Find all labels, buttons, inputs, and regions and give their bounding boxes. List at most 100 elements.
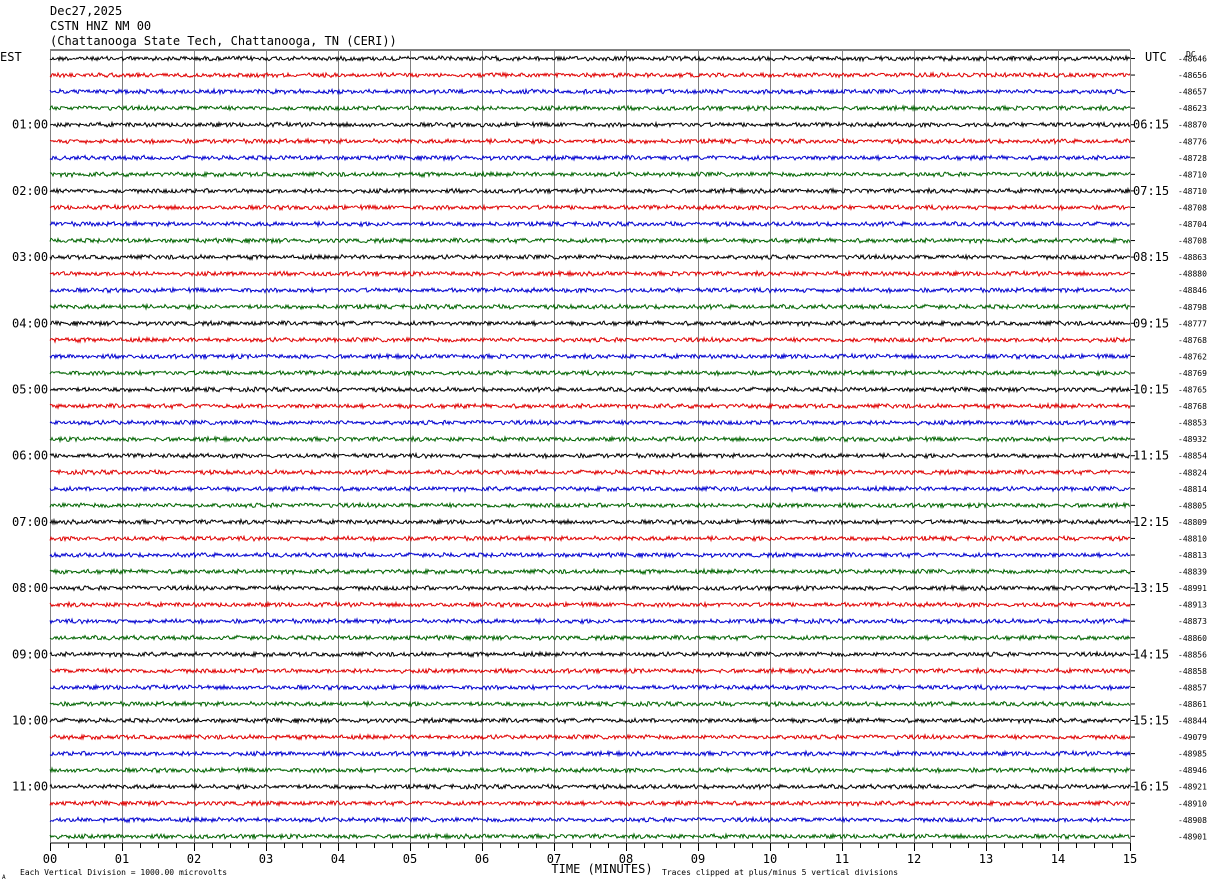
seismogram-trace — [49, 517, 1131, 526]
dc-offset-label: -48908 — [1178, 816, 1207, 825]
left-hour-label: 07:00 — [12, 515, 48, 529]
seismogram-trace — [49, 219, 1131, 228]
seismogram-trace — [49, 567, 1131, 576]
right-hour-label: 13:15 — [1133, 581, 1169, 595]
x-tick-label: 02 — [187, 852, 201, 866]
x-tick-label: 07 — [547, 852, 561, 866]
x-tick-label: 12 — [907, 852, 921, 866]
header-station: CSTN HNZ NM 00 — [50, 19, 152, 33]
right-hour-label: 07:15 — [1133, 184, 1169, 198]
dc-offset-label: -48839 — [1178, 568, 1207, 577]
x-tick-label: 09 — [691, 852, 705, 866]
seismogram-trace — [49, 600, 1131, 609]
dc-offset-label: -48805 — [1178, 501, 1207, 510]
dc-offset-label: -48858 — [1178, 667, 1207, 676]
seismogram-trace — [49, 732, 1131, 741]
dc-offset-label: -48880 — [1178, 270, 1207, 279]
scale-note: Each Vertical Division = 1000.00 microvo… — [20, 868, 227, 877]
x-tick-label: 01 — [115, 852, 129, 866]
dc-offset-label: -48708 — [1178, 203, 1207, 212]
seismogram-trace — [49, 832, 1131, 841]
seismogram-trace — [49, 120, 1131, 129]
left-timezone-label: EST — [0, 50, 22, 64]
dc-offset-label: -48824 — [1178, 468, 1207, 477]
dc-offset-label: -48873 — [1178, 617, 1207, 626]
seismogram-trace — [49, 252, 1131, 261]
seismogram-trace — [49, 468, 1131, 477]
dc-offset-label: -48762 — [1178, 352, 1207, 361]
seismogram-trace — [49, 435, 1131, 444]
dc-offset-label: -48768 — [1178, 402, 1207, 411]
x-tick-label: 04 — [331, 852, 345, 866]
seismogram-trace — [49, 551, 1131, 560]
seismogram-trace — [49, 683, 1131, 692]
dc-offset-label: -48861 — [1178, 700, 1207, 709]
seismogram-trace — [49, 501, 1131, 510]
dc-offset-label: -48814 — [1178, 485, 1207, 494]
clip-note: Traces clipped at plus/minus 5 vertical … — [662, 868, 898, 877]
seismogram-trace — [49, 617, 1131, 626]
right-hour-label: 15:15 — [1133, 714, 1169, 728]
dc-offset-label: -48704 — [1178, 220, 1207, 229]
dc-offset-label: -48913 — [1178, 601, 1207, 610]
right-hour-label: 06:15 — [1133, 118, 1169, 132]
seismogram-trace — [49, 104, 1131, 113]
dc-offset-label: -48710 — [1178, 187, 1207, 196]
seismogram-trace — [49, 302, 1131, 311]
seismogram-trace — [49, 749, 1131, 758]
left-hour-label: 06:00 — [12, 449, 48, 463]
seismogram-trace — [49, 666, 1131, 675]
right-timezone-label: UTC — [1145, 50, 1167, 64]
seismogram-trace — [49, 335, 1131, 344]
right-hour-label: 14:15 — [1133, 647, 1169, 661]
dc-offset-label: -49079 — [1178, 733, 1207, 742]
left-hour-label: 11:00 — [12, 780, 48, 794]
x-tick-label: 03 — [259, 852, 273, 866]
seismogram-trace — [49, 352, 1131, 361]
dc-offset-label: -48623 — [1178, 104, 1207, 113]
right-hour-label: 16:15 — [1133, 780, 1169, 794]
left-hour-label: 05:00 — [12, 383, 48, 397]
x-tick-label: 15 — [1123, 852, 1137, 866]
dc-offset-label: -48932 — [1178, 435, 1207, 444]
seismogram-trace — [49, 815, 1131, 824]
trace-group — [49, 54, 1131, 841]
dc-offset-label: -48901 — [1178, 832, 1207, 841]
dc-offset-label: -48810 — [1178, 534, 1207, 543]
dc-offset-label: -48710 — [1178, 170, 1207, 179]
dc-offset-label: -48813 — [1178, 551, 1207, 560]
x-tick-label: 00 — [43, 852, 57, 866]
dc-offset-label: -48656 — [1178, 71, 1207, 80]
dc-offset-label: -48856 — [1178, 650, 1207, 659]
seismogram-trace — [49, 401, 1131, 411]
dc-offset-label: -48910 — [1178, 799, 1207, 808]
left-hour-label: 03:00 — [12, 250, 48, 264]
dc-offset-label: -48991 — [1178, 584, 1207, 593]
seismogram-trace — [49, 87, 1131, 96]
seismogram-trace — [49, 154, 1131, 162]
dc-offset-label: -48857 — [1178, 683, 1207, 692]
dc-offset-label: -48646 — [1178, 55, 1207, 64]
seismogram-trace — [49, 418, 1131, 427]
seismogram-trace — [49, 534, 1131, 543]
seismogram-trace — [49, 451, 1131, 460]
left-hour-label: 09:00 — [12, 647, 48, 661]
dc-offset-label: -48946 — [1178, 766, 1207, 775]
right-hour-label: 08:15 — [1133, 250, 1169, 264]
seismogram-trace — [49, 186, 1131, 196]
header-location: (Chattanooga State Tech, Chattanooga, TN… — [50, 34, 397, 48]
label-group: -48646 -48656 -48657 -48623 -48870 -48776 -487… — [0, 50, 1207, 841]
corner-mark: A — [2, 874, 6, 881]
seismogram-trace — [49, 782, 1131, 791]
x-tick-label: 11 — [835, 852, 849, 866]
dc-offset-label: -48870 — [1178, 121, 1207, 130]
header-date: Dec27,2025 — [50, 4, 123, 18]
right-hour-label: 11:15 — [1133, 449, 1169, 463]
x-axis: 00 01 02 03 04 05 06 07 08 09 10 11 12 13 14 15 TIME (MI… — [2, 843, 1137, 881]
seismogram-trace — [49, 368, 1131, 378]
dc-offset-label: -48776 — [1178, 137, 1207, 146]
seismogram-trace — [49, 766, 1131, 775]
x-tick-label: 05 — [403, 852, 417, 866]
dc-offset-label: -48846 — [1178, 286, 1207, 295]
